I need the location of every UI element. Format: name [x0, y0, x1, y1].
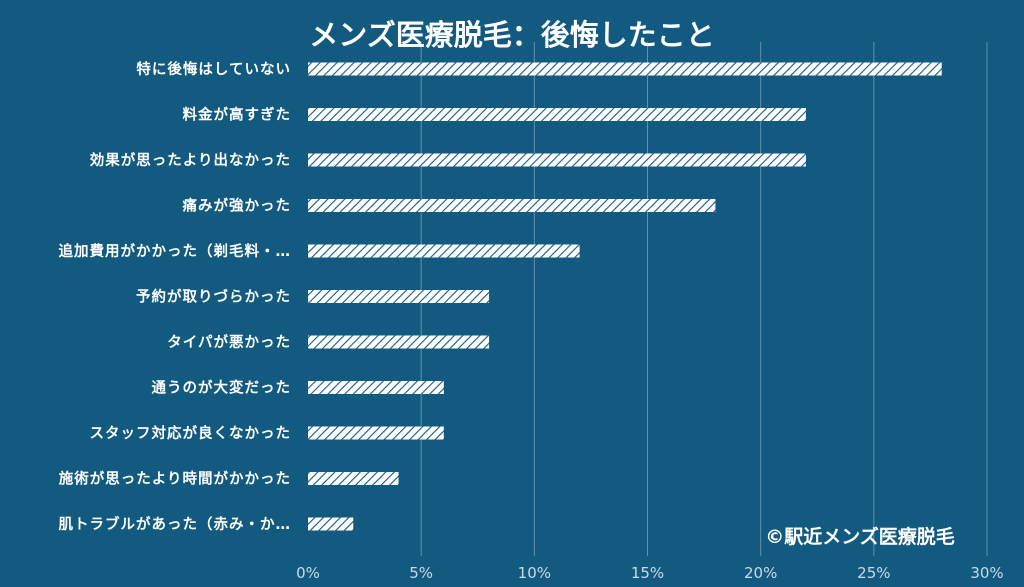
x-tick-label: 10%: [518, 564, 551, 582]
category-label: 施術が思ったより時間がかかった: [59, 470, 291, 488]
category-label: 追加費用がかかった（剃毛料・…: [59, 242, 292, 260]
category-label: 痛みが強かった: [183, 197, 292, 215]
category-label: 予約が取りづらかった: [136, 288, 291, 306]
bar: [308, 335, 490, 349]
category-label: タイパが悪かった: [167, 333, 291, 351]
bars: [308, 62, 942, 531]
bar: [308, 153, 806, 167]
bar: [308, 108, 806, 121]
category-label: 特に後悔はしていない: [136, 60, 291, 78]
bar: [308, 472, 399, 485]
bar: [308, 290, 490, 303]
x-tick-label: 25%: [857, 564, 890, 582]
bar: [308, 62, 942, 76]
category-label: 料金が高すぎた: [183, 106, 292, 124]
x-tick-label: 30%: [970, 564, 1003, 582]
x-tick-label: 0%: [296, 564, 320, 582]
x-tick-label: 15%: [631, 564, 664, 582]
bar: [308, 426, 444, 440]
credit-text: ©駅近メンズ医療脱毛: [765, 525, 955, 548]
chart-title: メンズ医療脱毛：後悔したこと: [309, 18, 714, 52]
category-label: 効果が思ったより出なかった: [90, 151, 291, 169]
category-labels: 特に後悔はしていない料金が高すぎた効果が思ったより出なかった痛みが強かった追加費…: [59, 60, 292, 533]
category-label: 通うのが大変だった: [152, 379, 292, 397]
bar: [308, 199, 716, 212]
bar: [308, 381, 444, 394]
bar: [308, 244, 580, 258]
category-label: 肌トラブルがあった（赤み・か…: [59, 515, 292, 533]
x-tick-label: 5%: [409, 564, 433, 582]
category-label: スタッフ対応が良くなかった: [90, 424, 292, 442]
x-axis-ticks: 0% 5% 10% 15% 20% 25% 30%: [296, 564, 1004, 582]
gridlines: [420, 42, 988, 556]
bar: [308, 517, 354, 531]
x-tick-label: 20%: [744, 564, 777, 582]
